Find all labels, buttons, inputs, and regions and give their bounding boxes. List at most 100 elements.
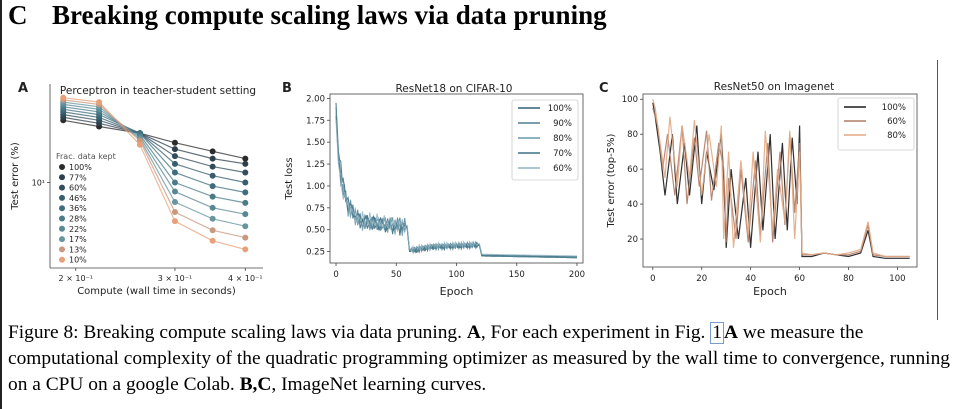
panel-a-legend-marker (59, 246, 65, 253)
panel-b-y-tick-label: 0.50 (306, 226, 325, 236)
panel-b-x-tick-label: 150 (509, 270, 525, 280)
panel-a-data-point (209, 193, 216, 200)
panel-c-legend-entry: 100% (882, 103, 906, 113)
panel-c-legend-box (837, 97, 915, 151)
panel-c-y-tick-label: 60 (627, 165, 638, 175)
panel-c-x-tick-label: 20 (696, 274, 707, 284)
panel-a-legend-entry: 17% (69, 235, 87, 244)
panel-c-series-line (652, 99, 910, 258)
panel-c-legend-entry: 60% (887, 117, 906, 127)
panel-a-data-point (96, 99, 103, 106)
panel-a-legend-entry: 10% (69, 256, 87, 265)
panel-a-data-point (171, 198, 178, 205)
panel-a-legend-entry: 77% (69, 173, 87, 182)
panel-a-legend-entry: 22% (69, 225, 87, 234)
panel-a-legend-entry: 100% (69, 163, 92, 172)
panel-a-data-point (171, 208, 178, 215)
panel-a-data-point (242, 155, 249, 162)
caption-bc-text: , ImageNet learning curves. (271, 374, 487, 395)
section-letter: C (8, 0, 28, 30)
caption-a-text-continued: we measure the computational complexity … (8, 322, 950, 395)
panel-b-series-line (335, 120, 577, 257)
panel-a-label: A (18, 81, 28, 96)
panel-b-y-tick-label: 0.75 (306, 204, 325, 214)
panel-a-data-point (209, 227, 216, 234)
panel-c-x-tick-label: 40 (745, 274, 756, 284)
caption-bc-label: B,C (239, 374, 272, 395)
panel-a-data-point (242, 199, 249, 206)
panel-b-label: B (282, 81, 292, 96)
caption-a-text: , For each experiment in Fig. (480, 322, 711, 343)
panel-a-title: Perceptron in teacher-student setting (60, 85, 256, 97)
figure-reference-link[interactable]: 1 (710, 322, 724, 344)
panel-a-legend-marker (59, 194, 65, 201)
panel-a-legend-marker (59, 256, 65, 263)
panel-c-legend-entry: 80% (887, 131, 906, 141)
panel-b-legend-entry: 100% (548, 104, 572, 114)
panel-a-legend-marker (59, 225, 65, 232)
panel-c-x-tick-label: 60 (794, 274, 805, 284)
panel-c-series-line (652, 107, 910, 258)
caption-title: Breaking compute scaling laws via data p… (78, 322, 467, 343)
panel-a-y-tick-label: 10¹ (32, 178, 45, 187)
panel-b-legend-entry: 80% (553, 134, 572, 144)
panel-b-x-tick-label: 0 (333, 270, 338, 280)
panel-a-legend-marker (59, 174, 65, 181)
panel-b-y-tick-label: 0.25 (306, 248, 325, 258)
panel-a-data-point (171, 146, 178, 153)
panel-a-data-point (209, 163, 216, 170)
panel-a-series-line (63, 103, 246, 215)
panel-a-data-point (60, 94, 67, 101)
panel-a-legend-entry: 28% (69, 215, 87, 224)
panel-a-series-line (63, 114, 246, 174)
panel-b-x-label: Epoch (440, 285, 474, 298)
panel-a-series-line (63, 116, 246, 165)
panel-a-data-point (242, 160, 249, 167)
left-margin-rule (0, 0, 2, 409)
panel-a-data-point (209, 155, 216, 162)
panel-a-data-point (242, 189, 249, 196)
panel-a-data-point (171, 179, 178, 186)
section-header: C Breaking compute scaling laws via data … (8, 0, 607, 34)
panel-b-x-tick-label: 200 (569, 270, 585, 280)
panel-a-data-point (209, 204, 216, 211)
panel-a-data-point (242, 169, 249, 176)
panel-a-legend-entry: 13% (69, 245, 87, 254)
panel-a-legend-marker (59, 205, 65, 212)
panel-a-x-label: Compute (wall time in seconds) (77, 286, 236, 297)
panel-b-y-label: Test loss (284, 157, 295, 200)
panel-a-data-point (242, 234, 249, 241)
panel-a-legend-title: Frac. data kept (56, 152, 116, 161)
panel-a-series-line (63, 106, 246, 204)
panel-c-y-tick-label: 100 (622, 95, 638, 105)
panel-b-legend-box (511, 99, 579, 181)
panel-b-y-tick-label: 2.00 (306, 94, 325, 104)
panel-a-data-point (171, 139, 178, 146)
panel-a-series-line (63, 111, 246, 184)
panel-c-x-label: Epoch (753, 285, 787, 298)
section-title: Breaking compute scaling laws via data p… (52, 0, 607, 30)
panel-b-legend-entry: 70% (553, 149, 572, 159)
figure-svg: A Perceptron in teacher-student setting 2 … (10, 81, 918, 298)
panel-b-y-tick-label: 1.25 (306, 160, 325, 170)
panel-a-series-line (63, 101, 246, 227)
panel-b-x-tick-label: 100 (448, 270, 464, 280)
panel-a-data-point (209, 215, 216, 222)
figure-8: A Perceptron in teacher-student setting 2 … (0, 60, 953, 320)
panel-a-data-point (209, 172, 216, 179)
panel-b-y-tick-label: 1.75 (306, 116, 325, 126)
panel-a-x-tick-label: 2 × 10⁻¹ (59, 274, 94, 283)
panel-c-x-tick-label: 80 (843, 274, 854, 284)
caption-label: Figure 8: (8, 322, 79, 343)
panel-b-x-tick-label: 50 (391, 270, 402, 280)
panel-a-data-point (242, 179, 249, 186)
panel-a-data-point (242, 223, 249, 230)
panel-b-legend-entry: 60% (553, 164, 572, 174)
panel-a-data-point (242, 246, 249, 253)
panel-a-legend-marker (59, 215, 65, 222)
panel-a-data-point (171, 188, 178, 195)
panel-a-series-line (63, 119, 246, 160)
panel-a-legend-marker (59, 236, 65, 243)
panel-a-data-point (209, 148, 216, 155)
panel-b-y-tick-label: 1.50 (306, 138, 325, 148)
